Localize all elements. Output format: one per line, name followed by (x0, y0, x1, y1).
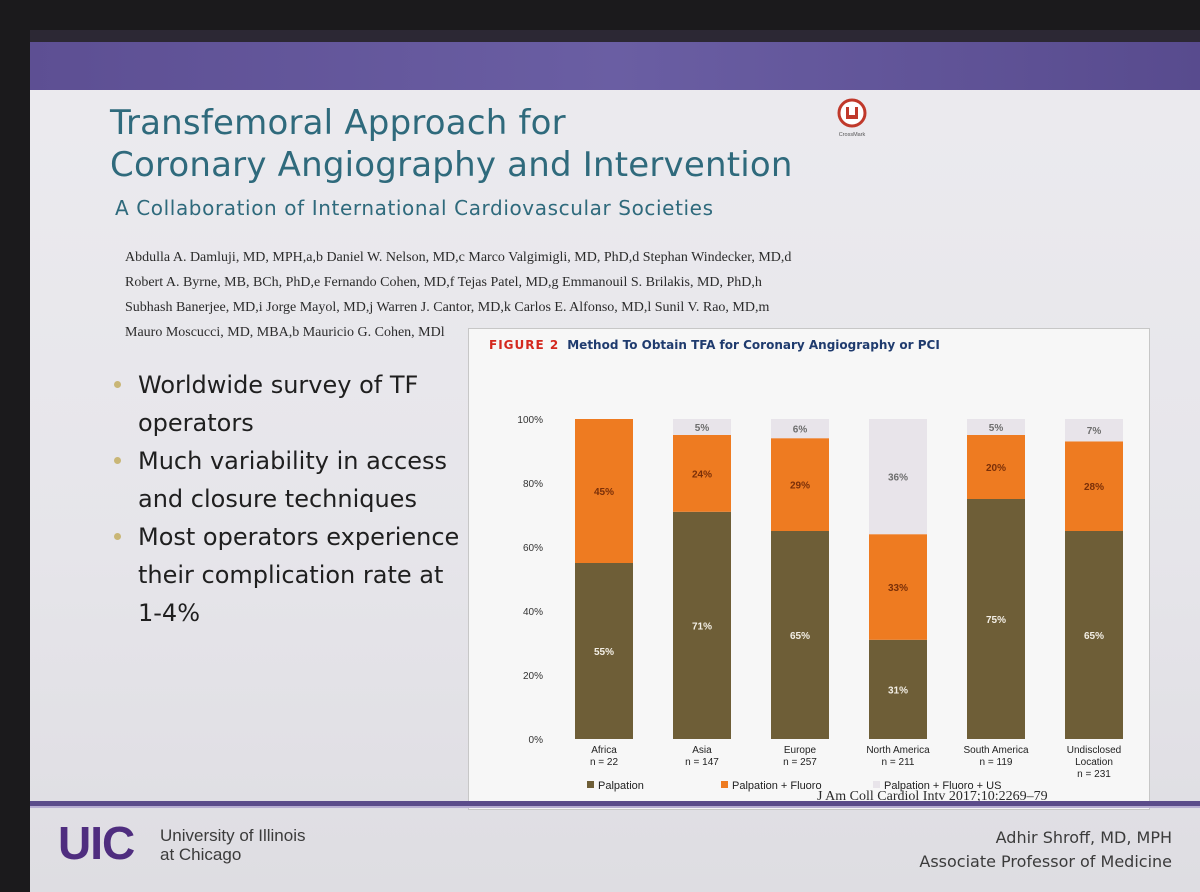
bar-segment (673, 435, 731, 512)
bullet-item: Much variability in access and closure t… (110, 442, 470, 518)
data-label: 33% (888, 583, 908, 594)
bar-segment (1065, 419, 1123, 442)
x-tick-label: Undisclosed (1067, 745, 1121, 756)
data-label: 5% (989, 423, 1004, 434)
bar-segment (967, 435, 1025, 499)
bar-segment (771, 419, 829, 439)
data-label: 6% (793, 425, 808, 436)
bullet-list: Worldwide survey of TF operators Much va… (110, 366, 470, 632)
figure-title: FIGURE 2 Method To Obtain TFA for Coronar… (489, 338, 940, 352)
bullet-dot-icon (114, 533, 121, 540)
title-line-2: Coronary Angiography and Intervention (110, 145, 793, 185)
bar-segment (771, 438, 829, 531)
bar-segment (869, 534, 927, 640)
figure-caption: Method To Obtain TFA for Coronary Angiog… (567, 338, 940, 352)
x-tick-label: n = 119 (980, 757, 1013, 768)
bullet-text: Worldwide survey of TF operators (138, 371, 419, 437)
title-line-1: Transfemoral Approach for (110, 103, 566, 143)
slide: Transfemoral Approach for Coronary Angio… (30, 30, 1200, 892)
legend-label: Palpation + Fluoro (732, 780, 822, 792)
data-label: 29% (790, 481, 810, 492)
uic-logo: UIC (58, 817, 135, 869)
top-shade (30, 30, 1200, 42)
bar-segment (575, 419, 633, 563)
top-band (30, 42, 1200, 90)
data-label: 28% (1084, 482, 1104, 493)
bar-segment (673, 419, 731, 435)
bar-segment (1065, 531, 1123, 739)
data-label: 65% (790, 631, 810, 642)
bullet-text: Most operators experience their complica… (138, 523, 460, 627)
presenter-title: Associate Professor of Medicine (919, 852, 1172, 871)
university-line-2: at Chicago (160, 845, 242, 864)
bullet-item: Worldwide survey of TF operators (110, 366, 470, 442)
bar-segment (967, 419, 1025, 435)
university-name: University of Illinois at Chicago (160, 826, 380, 864)
legend-swatch (721, 781, 728, 788)
citation: J Am Coll Cardiol Intv 2017;10:2269–79 (817, 789, 1048, 804)
author-line: Abdulla A. Damluji, MD, MPH,a,b Daniel W… (125, 250, 792, 265)
x-tick-label: South America (963, 745, 1028, 756)
data-label: 20% (986, 463, 1006, 474)
x-tick-label: n = 147 (685, 757, 719, 768)
author-list: Abdulla A. Damluji, MD, MPH,a,b Daniel W… (125, 245, 925, 345)
legend-swatch (873, 781, 880, 788)
author-line: Mauro Moscucci, MD, MBA,b Mauricio G. Co… (125, 325, 445, 340)
data-label: 45% (594, 487, 614, 498)
figure-panel: FIGURE 2 Method To Obtain TFA for Coronar… (468, 328, 1150, 810)
bar-segment (575, 563, 633, 739)
x-tick-label: n = 257 (783, 757, 817, 768)
x-tick-label: n = 22 (590, 757, 619, 768)
legend-swatch (587, 781, 594, 788)
bar-segment (771, 531, 829, 739)
figure-label: FIGURE 2 (489, 338, 560, 352)
university-line-1: University of Illinois (160, 826, 306, 845)
y-tick-label: 0% (529, 735, 544, 746)
bullet-text: Much variability in access and closure t… (138, 447, 447, 513)
data-label: 75% (986, 615, 1006, 626)
crossmark-logo: CrossMark (837, 98, 867, 138)
data-label: 24% (692, 469, 712, 480)
slide-subtitle: A Collaboration of International Cardiov… (115, 196, 714, 220)
footer-divider (30, 801, 1200, 806)
y-tick-label: 80% (523, 479, 543, 490)
legend-label: Palpation (598, 780, 644, 792)
bar-segment (967, 499, 1025, 739)
data-label: 36% (888, 473, 908, 484)
bar-segment (673, 511, 731, 739)
author-line: Robert A. Byrne, MB, BCh, PhD,e Fernando… (125, 275, 762, 290)
x-tick-label: n = 231 (1077, 769, 1111, 780)
data-label: 71% (692, 621, 712, 632)
data-label: 55% (594, 647, 614, 658)
x-tick-label: Location (1075, 757, 1113, 768)
x-tick-label: Europe (784, 745, 817, 756)
data-label: 65% (1084, 631, 1104, 642)
data-label: 31% (888, 685, 908, 696)
bar-segment (869, 419, 927, 535)
crossmark-label: CrossMark (839, 132, 866, 138)
x-tick-label: Asia (692, 745, 712, 756)
y-tick-label: 100% (517, 415, 543, 426)
data-label: 5% (695, 423, 710, 434)
footer-divider-light (30, 806, 1200, 808)
bullet-dot-icon (114, 381, 121, 388)
presenter-name: Adhir Shroff, MD, MPH (995, 828, 1172, 847)
presenter-info: Adhir Shroff, MD, MPH Associate Professo… (919, 826, 1172, 874)
x-tick-label: Africa (591, 745, 617, 756)
author-line: Subhash Banerjee, MD,i Jorge Mayol, MD,j… (125, 300, 770, 315)
x-tick-label: n = 211 (882, 757, 915, 768)
bar-segment (869, 639, 927, 739)
bullet-dot-icon (114, 457, 121, 464)
data-label: 7% (1087, 426, 1102, 437)
bar-segment (1065, 441, 1123, 531)
x-tick-label: North America (866, 745, 930, 756)
bullet-item: Most operators experience their complica… (110, 518, 470, 632)
y-tick-label: 60% (523, 543, 543, 554)
y-tick-label: 40% (523, 607, 543, 618)
legend-label: Palpation + Fluoro + US (884, 780, 1001, 792)
y-tick-label: 20% (523, 671, 543, 682)
slide-title: Transfemoral Approach for Coronary Angio… (110, 102, 930, 186)
